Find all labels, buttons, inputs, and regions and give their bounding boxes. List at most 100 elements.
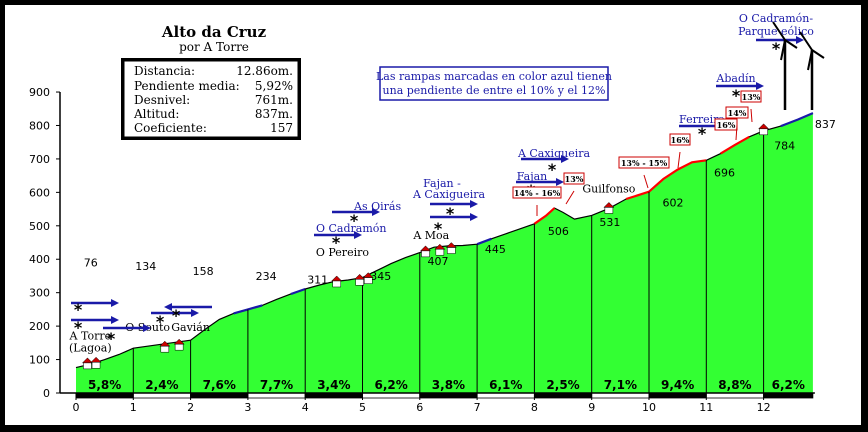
stat-distancia-label: Distancia: — [134, 64, 195, 78]
star-marker: * — [332, 233, 341, 252]
km-elevation-label: 602 — [662, 196, 683, 209]
ramp-box — [512, 186, 562, 199]
direction-arrow-head — [111, 316, 119, 324]
ramp-box — [618, 156, 670, 169]
star-marker: * — [74, 300, 83, 319]
ramps-note: Las rampas marcadas en color azul tienen… — [376, 66, 612, 101]
ramp-box — [669, 133, 691, 146]
ramp-label: 13% — [742, 92, 761, 102]
segment-grade-label: 6,2% — [375, 378, 408, 392]
route-label: Ferreira — [679, 113, 725, 126]
direction-arrow-head — [756, 82, 764, 90]
direction-arrow-head — [796, 36, 804, 44]
direction-arrow-head — [191, 309, 199, 317]
segment-grade-label: 7,6% — [203, 378, 236, 392]
route-label: Parque eólico — [738, 25, 814, 38]
house-icon — [91, 361, 101, 369]
route-label: O Cadramón- — [739, 12, 813, 25]
stat-altitud-label: Altitud: — [133, 107, 179, 121]
segment-grade-label: 3,4% — [317, 378, 350, 392]
annotations: 5,8% 2,4% 7,6% 7,7% 3,4% 6,2% 3,8% 6,1% 2,5% 7,1%… — [69, 12, 836, 392]
steep-segment — [533, 207, 556, 225]
wind-turbine-blade — [780, 39, 786, 61]
house-icon — [363, 277, 373, 284]
direction-arrow-head — [470, 200, 478, 208]
y-tick-label: 0 — [43, 387, 50, 400]
stats-box: Distancia: 12.86om. Pendiente media: 5,9… — [121, 58, 301, 140]
ramp-leader — [735, 124, 738, 141]
km-elevation-label: 345 — [370, 270, 391, 283]
km-elevation-label: 311 — [307, 273, 328, 286]
y-tick-label: 900 — [29, 86, 50, 99]
direction-arrow-head — [111, 299, 119, 307]
house-icon — [759, 128, 768, 136]
x-tick-label: 5 — [359, 401, 366, 414]
stat-altitud-value: 837m. — [255, 107, 293, 121]
house-icon — [355, 279, 364, 286]
star-marker: * — [772, 39, 781, 58]
y-tick-label: 300 — [29, 287, 50, 300]
ramp-label: 13% — [565, 174, 584, 184]
star-marker: * — [74, 318, 83, 337]
y-tick-label: 400 — [29, 253, 50, 266]
star-marker: * — [698, 124, 707, 143]
x-tick-label: 3 — [244, 401, 251, 414]
km-elevation-label: 696 — [714, 166, 735, 179]
house-icon — [160, 345, 170, 353]
km-elevation-label: 134 — [135, 260, 156, 273]
ramp-label: 16% — [671, 135, 690, 145]
y-tick-label: 600 — [29, 186, 50, 199]
house-icon — [604, 207, 614, 214]
star-marker: * — [350, 211, 359, 230]
stat-coeficiente-label: Coeficiente: — [134, 121, 207, 135]
y-tick-label: 100 — [29, 354, 50, 367]
house-icon — [447, 247, 456, 254]
segment-grade-label: 2,4% — [145, 378, 178, 392]
ramp-box — [563, 172, 585, 185]
stat-pendiente-label: Pendiente media: — [134, 79, 240, 93]
wind-turbine-blade — [799, 31, 813, 51]
house-icon — [174, 343, 184, 351]
stat-coeficiente-value: 157 — [270, 121, 293, 135]
place-label: A Moa — [412, 229, 449, 242]
ramp-segment — [290, 287, 306, 296]
star-marker: * — [548, 160, 557, 179]
km-elevation-label: 234 — [256, 270, 277, 283]
route-label: A Caxigueira — [517, 147, 591, 160]
km-elevation-label: 506 — [548, 225, 569, 238]
star-marker: * — [107, 329, 116, 348]
km-elevation-label: 76 — [84, 257, 98, 270]
ramp-label: 16% — [717, 120, 736, 130]
direction-arrow-head — [470, 213, 478, 221]
ramp-segment — [476, 237, 492, 246]
star-marker: * — [434, 219, 443, 238]
place-label: Gavián — [171, 321, 210, 334]
wind-turbine-blade — [784, 39, 798, 49]
route-label: As Oirás — [353, 200, 401, 213]
direction-arrow-head — [354, 231, 362, 239]
segment-grade-label: 7,1% — [604, 378, 637, 392]
direction-arrow-head — [164, 303, 172, 311]
star-marker: * — [172, 306, 181, 325]
chart-subtitle: por A Torre — [179, 40, 249, 54]
direction-arrow-head — [561, 155, 569, 163]
ramp-label: 13% - 15% — [621, 158, 668, 168]
km-elevation-label: 837 — [815, 118, 836, 131]
house-icon — [83, 362, 92, 370]
house-icon — [421, 250, 430, 258]
steep-segment — [625, 159, 707, 201]
house-icon — [435, 248, 445, 256]
route-label: Abadín — [715, 72, 755, 85]
profile-area — [76, 113, 813, 393]
x-tick-label: 9 — [588, 401, 595, 414]
stat-pendiente-value: 5,92% — [255, 79, 293, 93]
ramps-note-line2: una pendiente de entre el 10% y el 12% — [383, 84, 606, 97]
ramp-leader — [677, 151, 681, 169]
wind-turbine-blade — [811, 49, 825, 59]
x-tick-label: 12 — [757, 401, 771, 414]
wind-turbine-blade — [772, 21, 786, 41]
x-tick-label: 6 — [416, 401, 423, 414]
route-label: Fajan - — [423, 177, 461, 190]
star-marker: * — [732, 86, 741, 105]
y-tick-label: 800 — [29, 119, 50, 132]
